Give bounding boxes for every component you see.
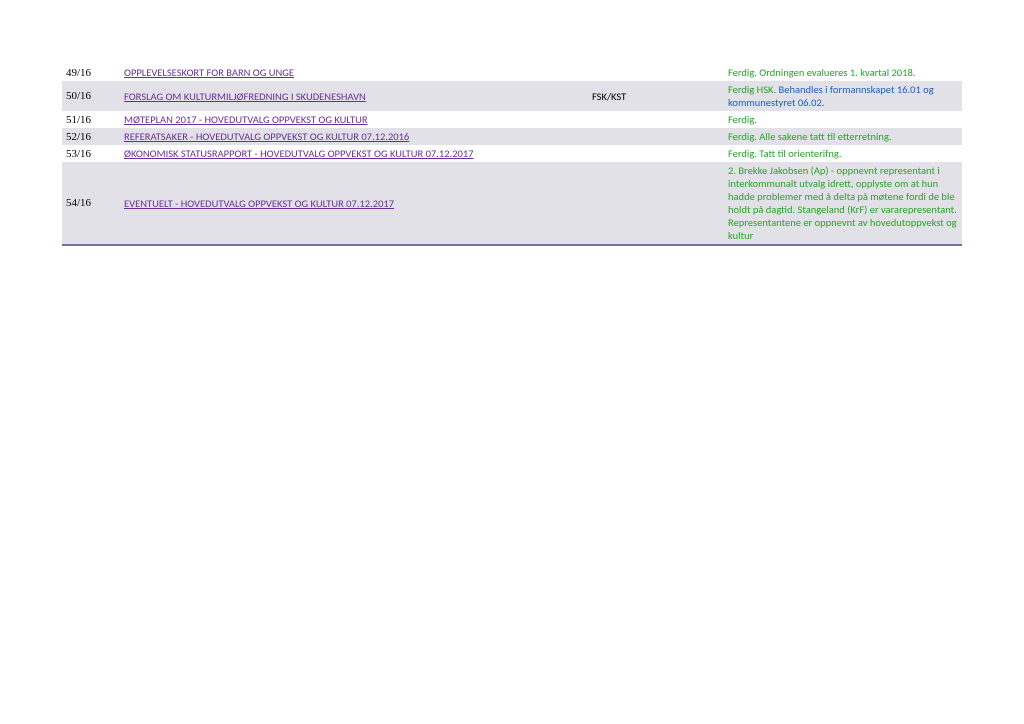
case-title-cell: MØTEPLAN 2017 - HOVEDUTVALG OPPVEKST OG … bbox=[120, 111, 588, 128]
case-status: Ferdig. Alle sakene tatt til etterretnin… bbox=[724, 128, 962, 145]
case-id: 54/16 bbox=[62, 162, 120, 245]
case-table: 49/16 OPPLEVELSESKORT FOR BARN OG UNGE Fer… bbox=[62, 64, 962, 246]
case-table-body: 49/16 OPPLEVELSESKORT FOR BARN OG UNGE Fer… bbox=[62, 64, 962, 245]
status-green-text: Ferdig. Ordningen evalueres 1. kvartal 2… bbox=[728, 66, 915, 79]
table-row: 49/16 OPPLEVELSESKORT FOR BARN OG UNGE Fer… bbox=[62, 64, 962, 81]
case-title-link[interactable]: EVENTUELT - HOVEDUTVALG OPPVEKST OG KULT… bbox=[124, 197, 394, 210]
case-title-cell: EVENTUELT - HOVEDUTVALG OPPVEKST OG KULT… bbox=[120, 162, 588, 245]
case-title-cell: ØKONOMISK STATUSRAPPORT - HOVEDUTVALG OP… bbox=[120, 145, 588, 162]
table-row: 51/16 MØTEPLAN 2017 - HOVEDUTVALG OPPVEKS… bbox=[62, 111, 962, 128]
case-note: FSK/KST bbox=[588, 81, 724, 111]
case-title-link[interactable]: ØKONOMISK STATUSRAPPORT - HOVEDUTVALG OP… bbox=[124, 147, 473, 160]
status-green-text: Ferdig. Tatt til orienterifng. bbox=[728, 147, 841, 160]
table-row: 50/16 FORSLAG OM KULTURMILJØFREDNING I SK… bbox=[62, 81, 962, 111]
case-status: Ferdig. Ordningen evalueres 1. kvartal 2… bbox=[724, 64, 962, 81]
case-title-link[interactable]: FORSLAG OM KULTURMILJØFREDNING I SKUDENE… bbox=[124, 90, 366, 103]
case-title-cell: FORSLAG OM KULTURMILJØFREDNING I SKUDENE… bbox=[120, 81, 588, 111]
case-id: 50/16 bbox=[62, 81, 120, 111]
case-title-link[interactable]: REFERATSAKER - HOVEDUTVALG OPPVEKST OG K… bbox=[124, 130, 409, 143]
case-note bbox=[588, 111, 724, 128]
status-green-text: Ferdig HSK. bbox=[728, 83, 776, 96]
table-row: 52/16 REFERATSAKER - HOVEDUTVALG OPPVEKST… bbox=[62, 128, 962, 145]
case-title-cell: REFERATSAKER - HOVEDUTVALG OPPVEKST OG K… bbox=[120, 128, 588, 145]
table-row: 53/16 ØKONOMISK STATUSRAPPORT - HOVEDUTVA… bbox=[62, 145, 962, 162]
case-status: Ferdig HSK. Behandles i formannskapet 16… bbox=[724, 81, 962, 111]
case-title-cell: OPPLEVELSESKORT FOR BARN OG UNGE bbox=[120, 64, 588, 81]
status-green-text: Ferdig. Alle sakene tatt til etterretnin… bbox=[728, 130, 892, 143]
case-status: 2. Brekke Jakobsen (Ap) - oppnevnt repre… bbox=[724, 162, 962, 245]
case-note bbox=[588, 162, 724, 245]
case-note bbox=[588, 64, 724, 81]
status-green-text: Ferdig. bbox=[728, 113, 757, 126]
case-note bbox=[588, 145, 724, 162]
case-id: 53/16 bbox=[62, 145, 120, 162]
document-page: 49/16 OPPLEVELSESKORT FOR BARN OG UNGE Fer… bbox=[0, 0, 1024, 246]
case-status: Ferdig. bbox=[724, 111, 962, 128]
case-id: 49/16 bbox=[62, 64, 120, 81]
status-green-text: 2. Brekke Jakobsen (Ap) - oppnevnt repre… bbox=[728, 164, 957, 242]
case-status: Ferdig. Tatt til orienterifng. bbox=[724, 145, 962, 162]
case-id: 51/16 bbox=[62, 111, 120, 128]
case-id: 52/16 bbox=[62, 128, 120, 145]
case-title-link[interactable]: MØTEPLAN 2017 - HOVEDUTVALG OPPVEKST OG … bbox=[124, 113, 368, 126]
case-title-link[interactable]: OPPLEVELSESKORT FOR BARN OG UNGE bbox=[124, 66, 294, 79]
table-row: 54/16 EVENTUELT - HOVEDUTVALG OPPVEKST OG… bbox=[62, 162, 962, 245]
case-note bbox=[588, 128, 724, 145]
